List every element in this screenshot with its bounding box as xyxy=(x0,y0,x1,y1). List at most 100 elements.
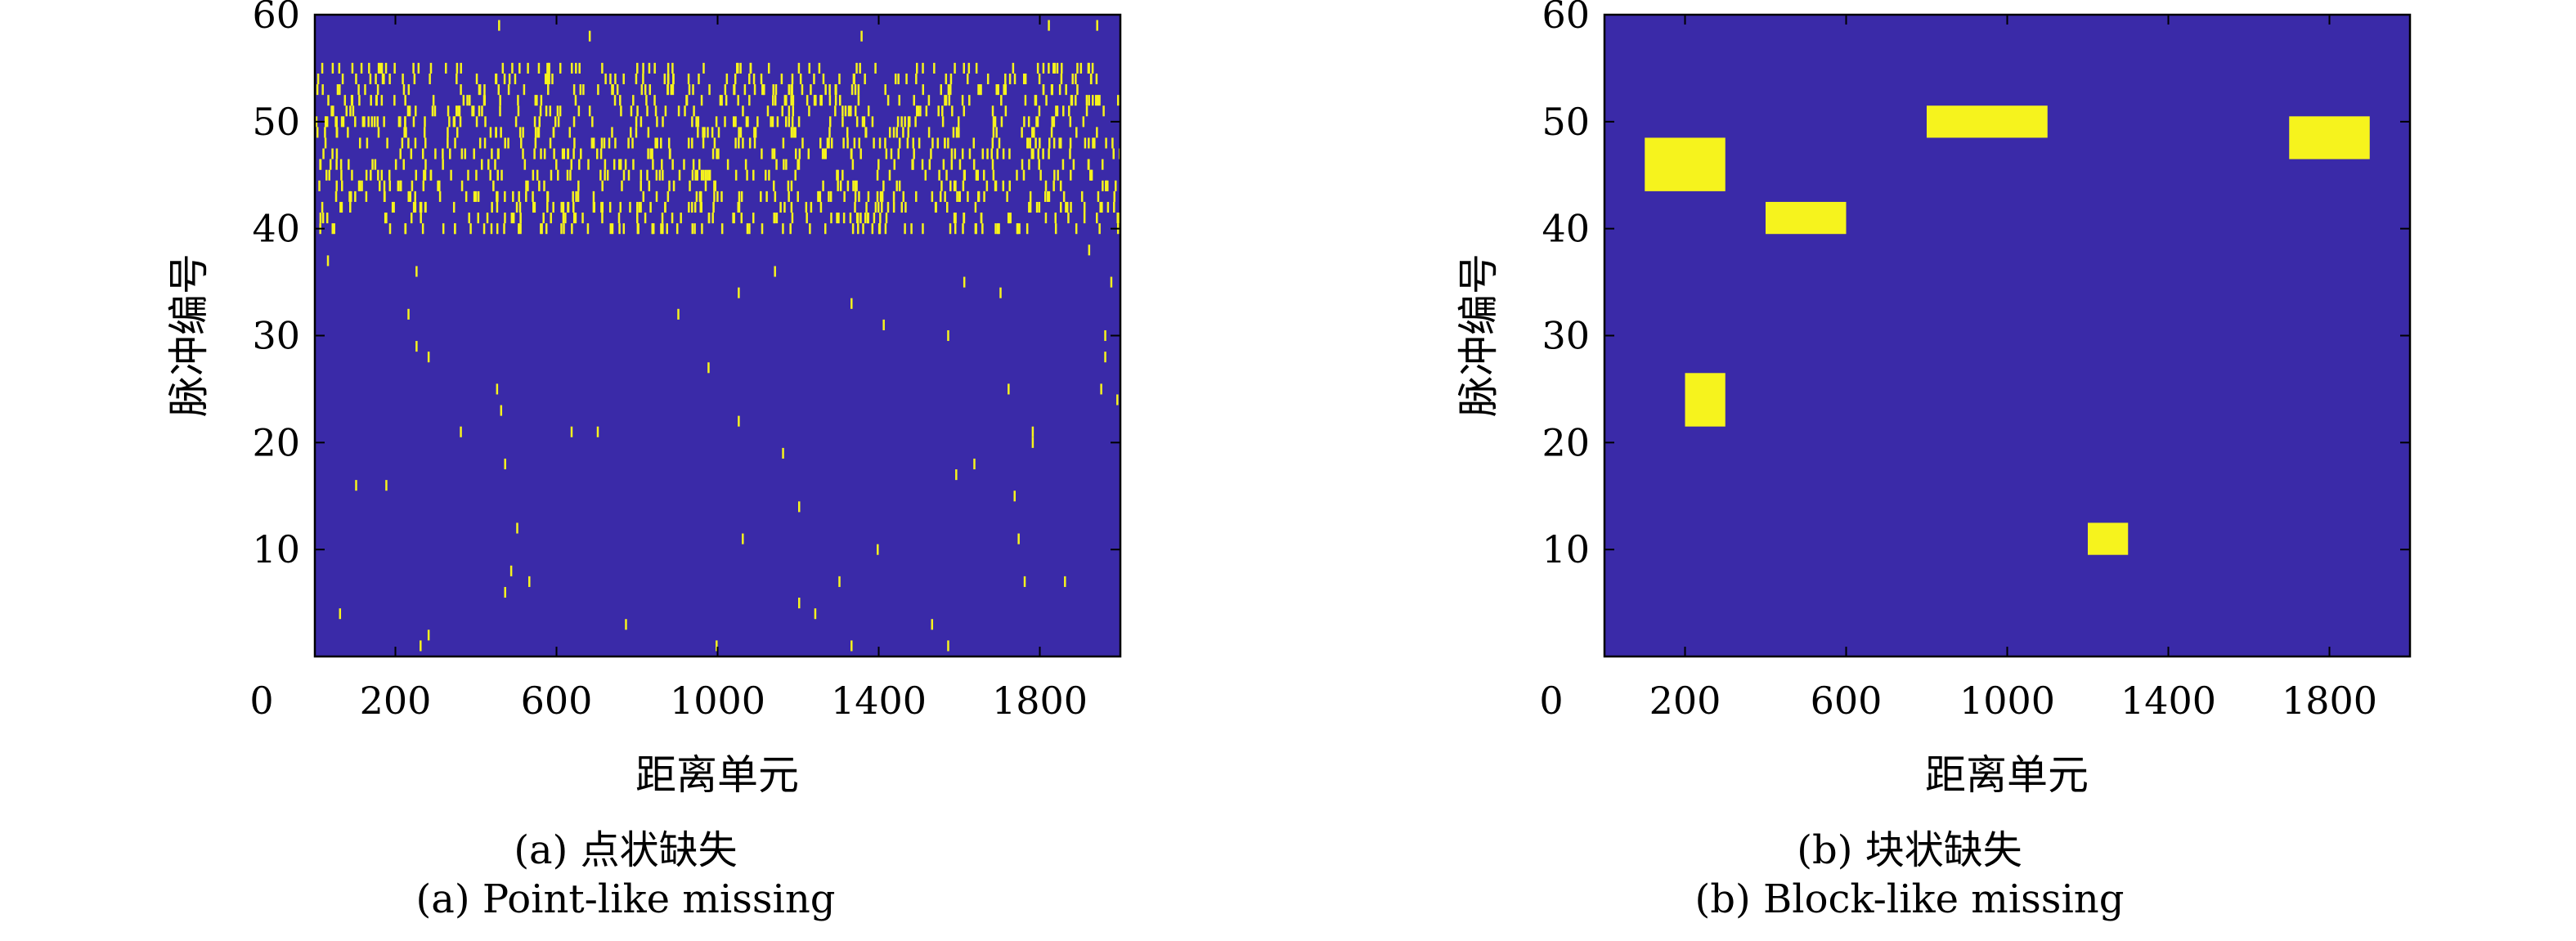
missing-point xyxy=(820,95,823,106)
missing-point xyxy=(460,148,464,159)
missing-point xyxy=(517,95,519,106)
missing-point xyxy=(1031,437,1034,448)
missing-point xyxy=(1036,116,1039,128)
missing-point xyxy=(619,95,622,106)
missing-point xyxy=(824,84,827,96)
missing-point xyxy=(624,159,627,170)
missing-point xyxy=(882,319,885,330)
missing-point xyxy=(494,159,496,170)
missing-point xyxy=(698,190,702,202)
missing-point xyxy=(724,84,727,96)
missing-point xyxy=(828,116,832,128)
missing-point xyxy=(1033,127,1035,138)
missing-point xyxy=(460,426,462,437)
missing-point xyxy=(1038,73,1041,85)
missing-point xyxy=(898,95,900,106)
missing-point xyxy=(601,213,604,224)
missing-point xyxy=(677,105,680,117)
missing-point xyxy=(983,190,985,202)
missing-point xyxy=(1076,84,1079,96)
missing-point xyxy=(963,213,966,224)
missing-point xyxy=(828,190,830,202)
missing-point xyxy=(895,180,898,191)
missing-point xyxy=(564,213,567,224)
missing-point xyxy=(854,84,857,96)
missing-point xyxy=(340,180,343,191)
missing-point xyxy=(857,84,860,96)
missing-point xyxy=(953,180,956,191)
missing-point xyxy=(739,62,742,74)
missing-point xyxy=(1048,62,1050,74)
missing-point xyxy=(1104,352,1106,363)
missing-point xyxy=(767,62,770,74)
missing-point xyxy=(1013,491,1016,502)
missing-point xyxy=(1038,201,1041,213)
missing-point xyxy=(487,159,490,170)
missing-point xyxy=(934,201,937,213)
x-tick-label: 1000 xyxy=(1959,679,2055,723)
missing-point xyxy=(900,201,904,213)
missing-point xyxy=(996,223,999,235)
missing-point xyxy=(864,73,866,85)
y-tick-label: 10 xyxy=(252,527,300,571)
missing-point xyxy=(829,190,832,202)
missing-point xyxy=(1024,73,1027,85)
missing-point xyxy=(651,223,654,235)
missing-point xyxy=(1101,159,1104,170)
y-tick-labels: 10 20 30 40 50 60 xyxy=(1542,0,1590,571)
missing-point xyxy=(854,201,856,213)
missing-point xyxy=(515,201,518,213)
missing-point xyxy=(541,223,543,235)
missing-point xyxy=(424,116,426,128)
missing-point xyxy=(412,116,415,128)
missing-point xyxy=(386,137,388,149)
missing-point xyxy=(1056,105,1059,117)
missing-point xyxy=(752,73,756,85)
missing-point xyxy=(572,190,574,202)
missing-point xyxy=(945,95,948,106)
missing-point xyxy=(851,159,855,170)
missing-point xyxy=(847,105,850,117)
missing-point xyxy=(819,137,822,149)
missing-point xyxy=(1012,62,1015,74)
missing-point xyxy=(447,127,449,138)
missing-point xyxy=(417,62,420,74)
missing-point xyxy=(517,105,520,117)
missing-point xyxy=(808,62,810,74)
missing-point xyxy=(692,84,694,96)
missing-point xyxy=(876,169,879,181)
missing-point xyxy=(928,159,931,170)
missing-point xyxy=(327,95,330,106)
ticks xyxy=(315,15,1120,656)
missing-point xyxy=(902,190,905,202)
missing-point xyxy=(567,148,569,159)
missing-point xyxy=(533,116,536,128)
missing-point xyxy=(785,95,788,106)
missing-point xyxy=(702,62,705,74)
missing-point xyxy=(671,213,674,224)
missing-point xyxy=(546,190,549,202)
missing-point xyxy=(1042,84,1045,96)
missing-point xyxy=(719,95,722,106)
missing-point xyxy=(986,148,989,159)
missing-point xyxy=(1088,137,1090,149)
missing-point xyxy=(946,201,949,213)
missing-point xyxy=(458,105,461,117)
missing-point xyxy=(341,73,344,85)
missing-point xyxy=(1008,148,1011,159)
missing-point xyxy=(538,180,541,191)
missing-block xyxy=(1645,137,1726,191)
missing-point xyxy=(512,213,515,224)
missing-point xyxy=(437,180,439,191)
missing-point xyxy=(886,95,890,106)
missing-point xyxy=(649,148,652,159)
missing-point xyxy=(376,116,379,128)
missing-point xyxy=(1034,95,1037,106)
missing-point xyxy=(737,95,739,106)
missing-point xyxy=(754,127,757,138)
missing-point xyxy=(961,148,964,159)
missing-point xyxy=(329,159,332,170)
missing-point xyxy=(672,180,675,191)
missing-point xyxy=(661,159,663,170)
missing-block xyxy=(2289,116,2370,159)
